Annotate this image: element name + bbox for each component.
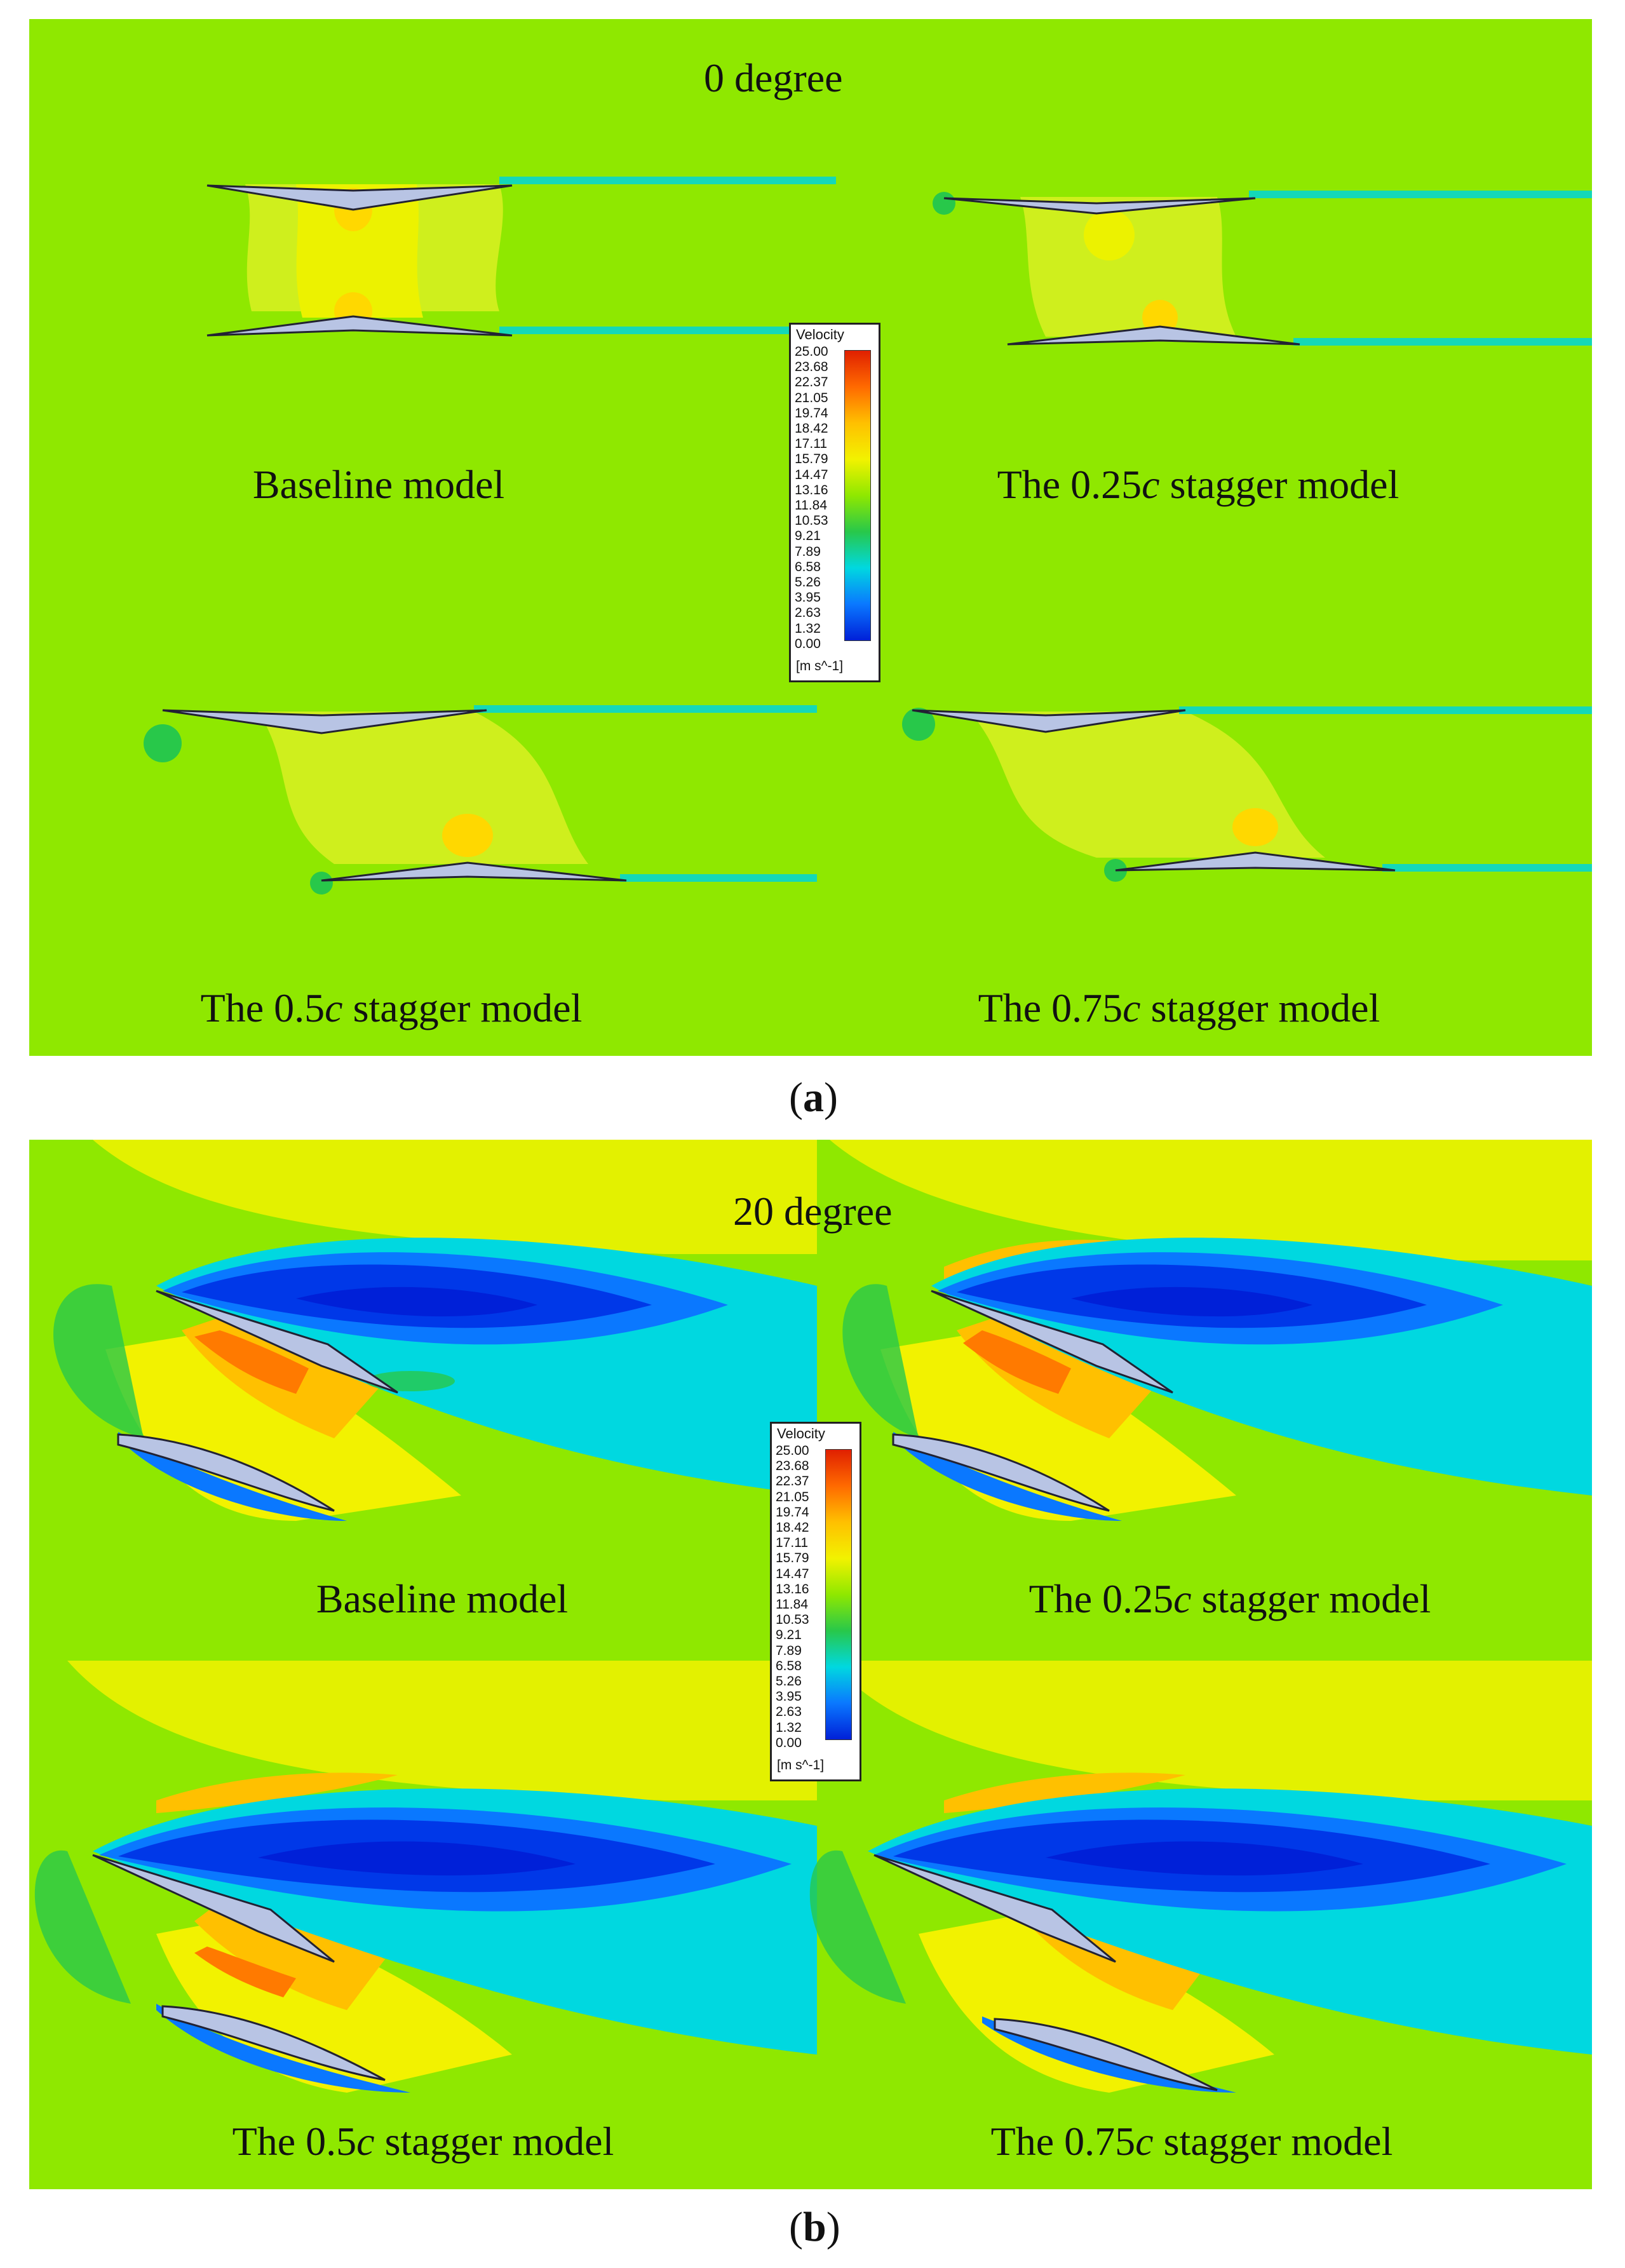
legend-tick-label: 9.21 <box>795 529 821 544</box>
legend-tick-label: 0.00 <box>795 636 821 651</box>
legend-tick-label: 10.53 <box>776 1612 809 1628</box>
panel-label-prefix: The 0.5 <box>232 2119 357 2164</box>
legend-unit: [m s^-1] <box>777 1758 825 1772</box>
panel-label-prefix: The 0.25 <box>1028 1576 1174 1621</box>
panel-b-05-label: The 0.5c stagger model <box>169 2118 677 2165</box>
panel-label-suffix: stagger model <box>1191 1576 1431 1621</box>
legend-tick-label: 2.63 <box>795 605 821 621</box>
legend-tick-label: 25.00 <box>776 1443 809 1458</box>
legend-tick-label: 11.84 <box>795 498 827 513</box>
legend-tick-label: 22.37 <box>795 375 828 390</box>
figure-a-field: 0 degree Baseline model The 0.25c stagge… <box>29 19 1592 1056</box>
panel-label-italic: c <box>1135 2119 1154 2164</box>
panel-a-075-flow <box>902 706 1592 882</box>
velocity-legend-b: Velocity 25.00 23.68 22.37 21.05 19.74 18.42 1… <box>770 1422 861 1781</box>
panel-a-025-flow <box>933 191 1592 346</box>
panel-a-baseline-label: Baseline model <box>156 461 601 508</box>
legend-tick-label: 19.74 <box>776 1504 809 1520</box>
legend-tick-label: 13.16 <box>776 1581 809 1596</box>
panel-a-075-label: The 0.75c stagger model <box>925 985 1433 1032</box>
panel-a-025-label: The 0.25c stagger model <box>944 461 1452 508</box>
panel-a-05-flow <box>144 705 817 894</box>
legend-tick-label: 0.00 <box>776 1735 802 1750</box>
legend-tick-label: 17.11 <box>795 436 827 452</box>
legend-tick-label: 3.95 <box>795 590 821 605</box>
panel-label-italic: c <box>325 985 343 1030</box>
legend-tick-label: 3.95 <box>776 1689 802 1704</box>
legend-unit: [m s^-1] <box>796 659 844 673</box>
panel-label-italic: c <box>356 2119 375 2164</box>
panel-b-025-flow <box>830 1140 1592 1521</box>
legend-tick-label: 23.68 <box>795 360 828 375</box>
legend-tick-label: 18.42 <box>795 421 828 436</box>
figure-a-heading: 0 degree <box>704 55 843 100</box>
panel-label-suffix: stagger model <box>374 2119 614 2164</box>
legend-tick-label: 15.79 <box>795 452 828 467</box>
legend-tick-label: 25.00 <box>795 344 828 359</box>
legend-tick-label: 7.89 <box>776 1643 802 1658</box>
figure-a-caption: (a) <box>789 1074 838 1121</box>
panel-label-italic: c <box>1173 1576 1192 1621</box>
panel-label-text: Baseline model <box>316 1576 569 1621</box>
velocity-legend-a: Velocity 25.00 23.68 22.37 21.05 19.74 18.42 1… <box>789 323 880 682</box>
panel-b-075-label: The 0.75c stagger model <box>938 2118 1446 2165</box>
legend-tick-label: 1.32 <box>795 621 821 636</box>
panel-label-suffix: stagger model <box>1159 462 1399 507</box>
legend-title: Velocity <box>796 327 844 342</box>
legend-tick-label: 1.32 <box>776 1720 802 1735</box>
legend-title: Velocity <box>777 1426 825 1441</box>
panel-b-baseline-label: Baseline model <box>220 1576 664 1623</box>
legend-tick-label: 21.05 <box>776 1489 809 1504</box>
panel-label-prefix: The 0.5 <box>200 985 325 1030</box>
legend-tick-label: 7.89 <box>795 544 821 559</box>
panel-label-prefix: The 0.75 <box>978 985 1123 1030</box>
panel-label-text: Baseline model <box>252 462 505 507</box>
panel-label-prefix: The 0.25 <box>997 462 1142 507</box>
legend-tick-label: 14.47 <box>776 1566 809 1581</box>
legend-tick-label: 19.74 <box>795 405 828 421</box>
panel-label-italic: c <box>1142 462 1160 507</box>
legend-color-bar <box>844 350 871 641</box>
panel-b-025-label: The 0.25c stagger model <box>976 1576 1484 1623</box>
panel-label-prefix: The 0.75 <box>990 2119 1136 2164</box>
legend-tick-label: 14.47 <box>795 467 828 482</box>
legend-tick-label: 5.26 <box>776 1674 802 1689</box>
legend-tick-label: 9.21 <box>776 1628 802 1643</box>
legend-tick-label: 11.84 <box>776 1597 808 1612</box>
panel-label-suffix: stagger model <box>1153 2119 1393 2164</box>
legend-tick-label: 2.63 <box>776 1704 802 1720</box>
panel-b-baseline-flow <box>53 1140 817 1521</box>
caption-letter: a <box>802 1074 824 1121</box>
legend-tick-label: 15.79 <box>776 1551 809 1566</box>
legend-tick-label: 23.68 <box>776 1459 809 1474</box>
legend-tick-label: 22.37 <box>776 1474 809 1489</box>
legend-tick-label: 10.53 <box>795 513 828 529</box>
panel-label-italic: c <box>1123 985 1141 1030</box>
caption-letter: b <box>802 2204 826 2250</box>
legend-tick-label: 13.16 <box>795 482 828 497</box>
legend-color-bar <box>825 1449 852 1740</box>
legend-tick-label: 6.58 <box>776 1658 802 1673</box>
panel-b-075-flow <box>809 1661 1592 2093</box>
legend-tick-label: 5.26 <box>795 575 821 590</box>
panel-b-05-flow <box>34 1661 817 2093</box>
panel-a-baseline-flow <box>206 177 836 337</box>
panel-a-05-label: The 0.5c stagger model <box>137 985 645 1032</box>
legend-tick-label: 21.05 <box>795 390 828 405</box>
figure-b-caption: (b) <box>789 2204 840 2250</box>
figure-b-heading: 20 degree <box>733 1189 893 1234</box>
panel-label-suffix: stagger model <box>342 985 583 1030</box>
legend-tick-label: 6.58 <box>795 559 821 574</box>
legend-tick-label: 17.11 <box>776 1536 808 1551</box>
panel-label-suffix: stagger model <box>1140 985 1380 1030</box>
figure-a-contour <box>29 19 1592 1056</box>
legend-tick-label: 18.42 <box>776 1520 809 1535</box>
